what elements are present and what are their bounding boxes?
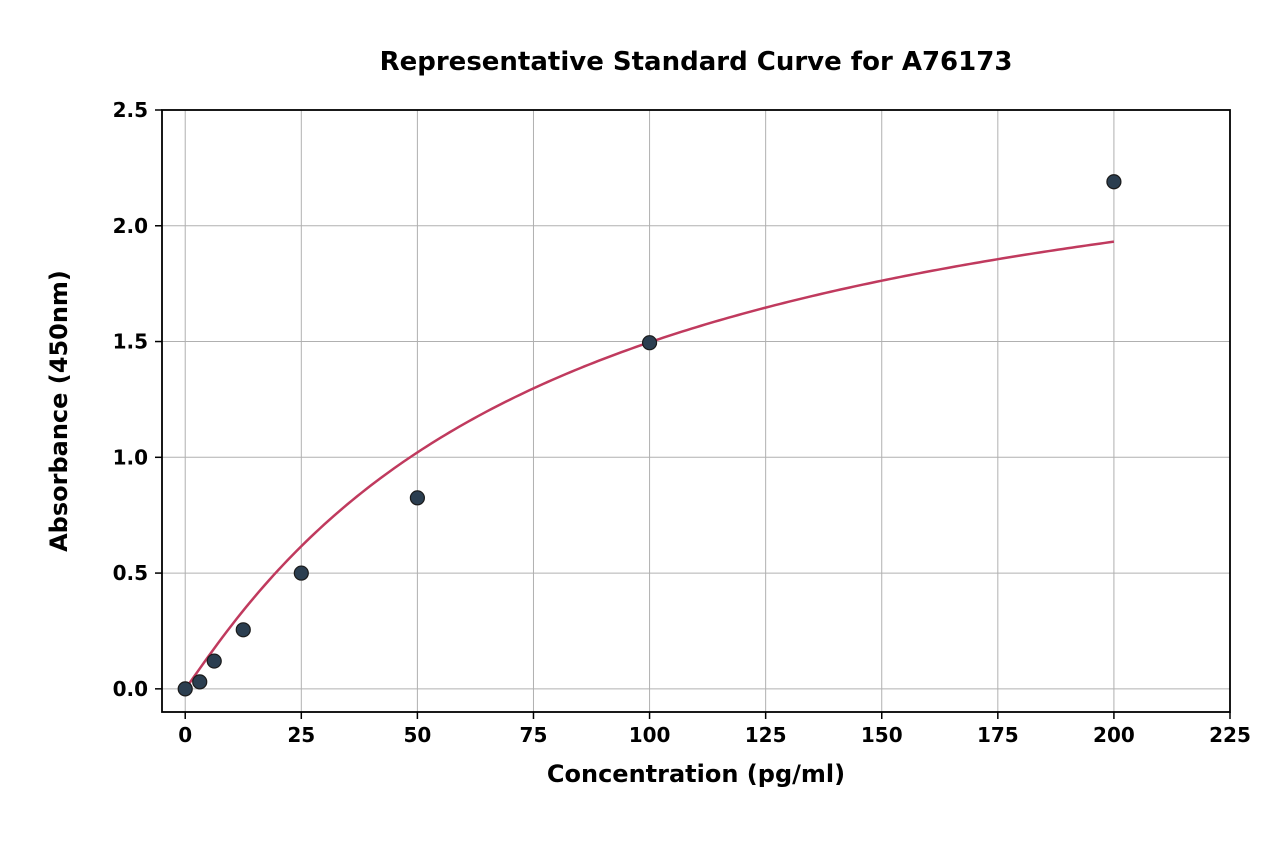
x-tick-label: 175 — [977, 723, 1019, 747]
data-point — [193, 675, 207, 689]
y-axis-label: Absorbance (450nm) — [45, 270, 73, 552]
plot-border — [162, 110, 1230, 712]
standard-curve-chart: 0 25 50 75 100 125 150 175 200 225 0.0 0.5 1.0 1.5 2.0… — [0, 0, 1280, 845]
data-point — [643, 336, 657, 350]
data-point — [1107, 175, 1121, 189]
x-tick-label: 100 — [629, 723, 671, 747]
x-tick-label: 200 — [1093, 723, 1135, 747]
x-tick-label: 50 — [403, 723, 431, 747]
x-tick-label: 75 — [520, 723, 548, 747]
y-tick-label: 2.0 — [113, 214, 148, 238]
chart-title: Representative Standard Curve for A76173 — [380, 47, 1013, 77]
data-point — [294, 566, 308, 580]
data-point — [410, 491, 424, 505]
x-tick-label: 0 — [178, 723, 192, 747]
x-tick-label: 150 — [861, 723, 903, 747]
y-tick-label: 0.5 — [113, 561, 148, 585]
y-tick-label: 0.0 — [113, 677, 148, 701]
x-tick-label: 125 — [745, 723, 787, 747]
x-axis-label: Concentration (pg/ml) — [547, 760, 845, 788]
data-point — [236, 623, 250, 637]
y-tick-label: 2.5 — [113, 98, 148, 122]
y-tick-label: 1.0 — [113, 445, 148, 469]
x-tick-label: 25 — [287, 723, 315, 747]
data-point — [178, 682, 192, 696]
data-point — [207, 654, 221, 668]
y-tick-label: 1.5 — [113, 330, 148, 354]
chart-container: 0 25 50 75 100 125 150 175 200 225 0.0 0.5 1.0 1.5 2.0… — [0, 0, 1280, 845]
x-tick-label: 225 — [1209, 723, 1251, 747]
